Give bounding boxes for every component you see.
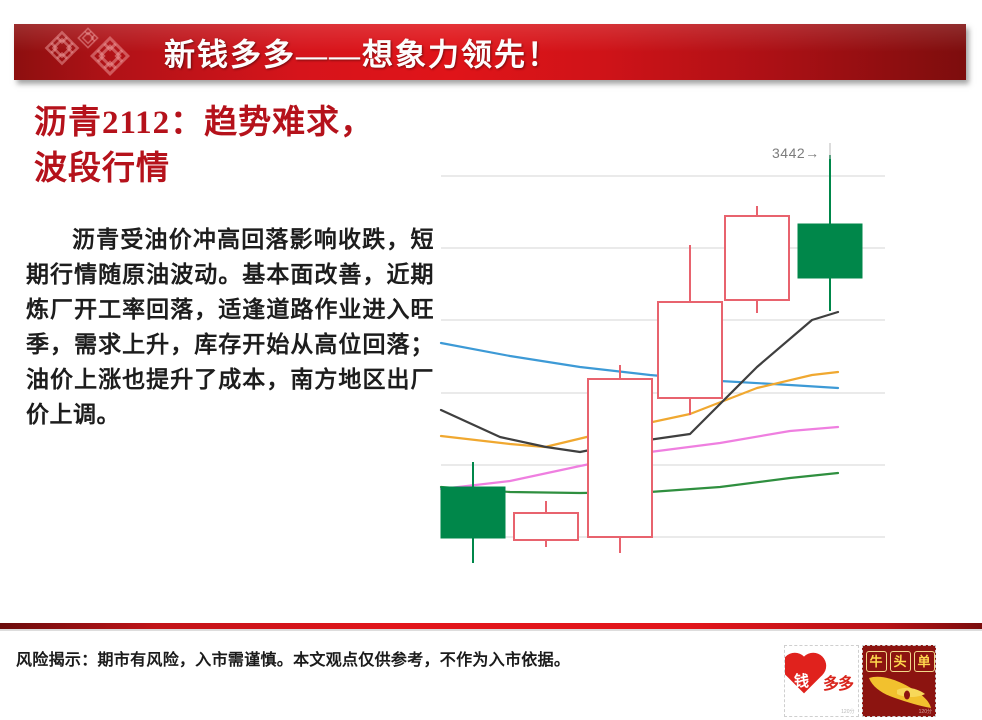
page-title: 沥青2112：趋势难求， 波段行情 [34,100,434,192]
ntd-char-0: 牛 [865,651,887,672]
ma-blue [439,341,840,390]
price-label: 3442→ [772,145,820,161]
header-banner: 新钱多多——想象力领先！ [14,24,966,80]
stamp-niutoudan: 牛 头 单 120分 [861,645,936,717]
page-title-line-1: 沥青2112：趋势难求， [34,105,375,141]
bull-icon [868,676,931,708]
footer-divider [0,623,982,629]
header-title: 新钱多多——想象力领先！ [164,37,560,73]
footer-logo: 钱 多多 120分 牛 头 单 120分 [784,645,936,717]
ntd-char-2: 单 [913,651,935,672]
candle-body-0 [440,486,506,539]
candle-series [440,155,863,563]
chinese-knot-diamond-icon [44,27,131,77]
chart-canvas [439,143,885,563]
stamp-denomination-right: 120分 [918,709,932,715]
ma-orange [439,370,840,449]
ntd-char-1: 头 [889,651,911,672]
body-paragraph: 沥青受油价冲高回落影响收跌，短期行情随原油波动。基本面改善，近期炼厂开工率回落，… [26,227,434,427]
candle-body-4 [724,215,790,301]
candle-body-2 [587,378,653,538]
candle-body-1 [513,512,579,541]
heart-char: 钱 [794,674,810,690]
disclaimer-text: 风险揭示：期市有风险，入市需谨慎。本文观点仅供参考，不作为入市依据。 [16,652,571,669]
stamp-denomination: 120分 [841,709,855,715]
niutoudan-chars: 牛 头 单 [865,651,935,672]
candle-body-5 [797,223,863,279]
candle-body-3 [657,301,723,399]
page-title-line-2: 波段行情 [34,151,170,187]
stamp-qianduoduo: 钱 多多 120分 [784,645,859,717]
candlestick-chart [430,140,910,580]
footer-divider-shadow [0,629,982,631]
duoduo-text: 多多 [823,676,854,693]
